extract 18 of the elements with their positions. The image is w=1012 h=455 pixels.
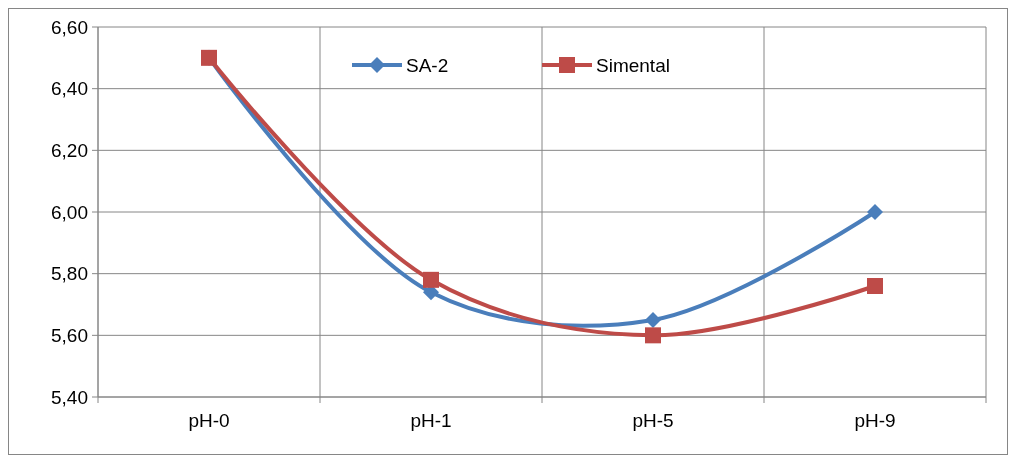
x-tick-label: pH-0 [188, 410, 230, 431]
point [423, 271, 439, 288]
x-tick-label: pH-1 [410, 410, 452, 431]
point [645, 327, 661, 344]
y-tick-label: 5,40 [51, 386, 88, 408]
y-tick-label: 6,00 [51, 201, 88, 223]
x-tick-label: pH-9 [854, 410, 896, 431]
y-tick-label: 5,60 [51, 324, 88, 346]
point [645, 311, 661, 328]
y-tick-label: 5,80 [51, 263, 88, 285]
y-tick-label: 6,60 [51, 16, 88, 38]
y-tick-label: 6,20 [51, 139, 88, 161]
point [867, 204, 883, 220]
point [867, 278, 883, 294]
x-tick-label: pH-5 [632, 410, 674, 431]
legend-label: SA-2 [406, 54, 449, 76]
y-tick-label: 6,40 [51, 78, 88, 100]
legend-label: Simental [596, 54, 670, 76]
